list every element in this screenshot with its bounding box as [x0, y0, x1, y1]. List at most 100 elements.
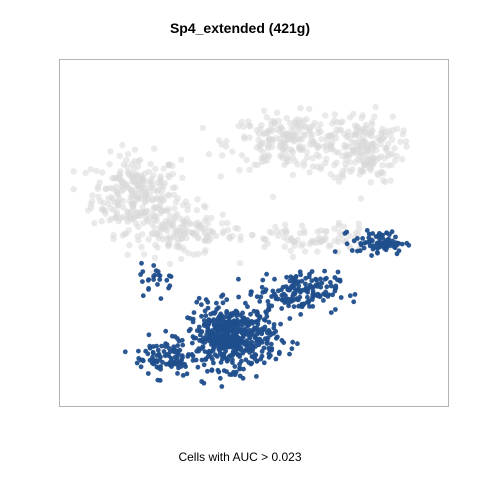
- background-cell-point: [128, 160, 136, 168]
- background-cell-point: [331, 237, 338, 244]
- background-cell-point: [264, 240, 271, 247]
- highlighted-cell-point: [266, 319, 272, 325]
- background-cell-point: [328, 120, 336, 127]
- background-cell-point: [142, 188, 150, 196]
- background-cell-point: [398, 156, 406, 163]
- highlighted-cell-point: [245, 304, 250, 310]
- background-cell-point: [298, 242, 305, 249]
- background-cell-point: [316, 153, 323, 160]
- background-cell-point: [335, 178, 343, 185]
- background-cell-point: [365, 131, 372, 138]
- highlighted-cell-point: [158, 296, 164, 301]
- highlighted-cell-point: [136, 348, 141, 354]
- background-cell-point: [306, 240, 314, 248]
- highlighted-cell-point: [190, 316, 196, 322]
- highlighted-cell-point: [163, 344, 168, 349]
- background-cell-point: [237, 233, 244, 240]
- background-cell-point: [367, 179, 374, 186]
- background-cell-point: [204, 220, 212, 227]
- highlighted-cell-point: [247, 330, 253, 336]
- highlighted-cell-point: [203, 313, 209, 319]
- highlighted-cell-point: [259, 339, 265, 345]
- background-cell-point: [303, 115, 310, 123]
- background-cell-point: [340, 223, 347, 230]
- highlighted-cell-point: [209, 328, 215, 333]
- background-cell-point: [287, 146, 295, 153]
- highlighted-cell-point: [257, 299, 263, 304]
- highlighted-cell-point: [314, 277, 319, 283]
- background-cell-point: [246, 166, 253, 173]
- highlighted-cell-point: [367, 239, 372, 245]
- background-cell-point: [140, 251, 148, 258]
- highlighted-cell-point: [172, 354, 178, 360]
- background-cell-point: [332, 135, 340, 142]
- highlighted-cell-point: [200, 345, 206, 350]
- highlighted-cell-point: [264, 341, 270, 346]
- background-cell-point: [152, 241, 159, 249]
- highlighted-cell-point: [218, 346, 224, 351]
- background-cell-point: [93, 167, 100, 174]
- highlighted-cell-point: [322, 268, 327, 274]
- highlighted-cell-point: [259, 326, 265, 332]
- background-cell-point: [185, 228, 193, 235]
- background-cell-point: [177, 215, 184, 222]
- background-cell-point: [139, 204, 146, 211]
- background-cell-point: [156, 177, 164, 184]
- highlighted-cell-point: [209, 367, 215, 373]
- highlighted-cell-point: [241, 332, 246, 338]
- background-cell-point: [291, 242, 298, 249]
- background-cell-point: [173, 210, 181, 218]
- background-cell-point: [117, 168, 124, 175]
- highlighted-cell-point: [335, 277, 340, 283]
- background-cell-point: [402, 138, 410, 145]
- background-cell-point: [308, 133, 315, 141]
- highlighted-cell-point: [159, 343, 164, 349]
- highlighted-cell-point: [151, 263, 157, 268]
- background-cell-point: [138, 243, 145, 251]
- background-cell-point: [194, 196, 201, 203]
- highlighted-cell-point: [191, 310, 197, 315]
- background-cell-point: [70, 186, 77, 193]
- highlighted-cell-point: [196, 348, 202, 354]
- background-cell-point: [355, 152, 363, 159]
- highlighted-cell-point: [324, 284, 330, 290]
- highlighted-cell-point: [164, 352, 170, 357]
- highlighted-cell-point: [263, 287, 269, 292]
- background-cell-point: [245, 122, 253, 130]
- highlighted-cell-point: [189, 340, 195, 346]
- background-cell-point: [359, 112, 366, 119]
- plot-frame: [59, 59, 449, 407]
- highlighted-cell-point: [248, 361, 254, 367]
- background-cell-point: [165, 161, 172, 168]
- background-cell-point: [283, 114, 290, 122]
- highlighted-cell-point: [178, 359, 183, 364]
- background-cell-point: [389, 113, 396, 120]
- highlighted-cell-point: [150, 350, 156, 356]
- highlighted-cell-point: [335, 269, 341, 275]
- highlighted-cell-point: [224, 310, 230, 316]
- background-cell-point: [314, 248, 321, 255]
- background-cell-point: [145, 168, 153, 176]
- background-cell-point: [164, 227, 171, 235]
- highlighted-cell-point: [214, 328, 220, 334]
- background-cell-point: [300, 227, 308, 235]
- background-cell-point: [357, 195, 365, 202]
- highlighted-cell-point: [138, 272, 144, 277]
- highlighted-cell-point: [270, 288, 276, 294]
- background-cell-point: [277, 139, 284, 146]
- highlighted-cell-point: [374, 240, 380, 246]
- highlighted-cell-point: [273, 293, 278, 299]
- background-cell-point: [236, 166, 243, 174]
- highlighted-cell-point: [260, 277, 266, 283]
- background-cell-point: [393, 125, 401, 132]
- highlighted-cell-point: [344, 229, 350, 235]
- highlighted-cell-point: [236, 352, 242, 358]
- highlighted-cell-point: [248, 343, 254, 348]
- background-cell-point: [184, 202, 191, 209]
- background-cell-point: [331, 225, 338, 232]
- background-cell-point: [135, 236, 142, 244]
- background-cell-point: [251, 161, 258, 168]
- background-cell-point: [136, 212, 143, 219]
- background-cell-point: [119, 203, 127, 211]
- highlighted-cell-point: [150, 344, 156, 349]
